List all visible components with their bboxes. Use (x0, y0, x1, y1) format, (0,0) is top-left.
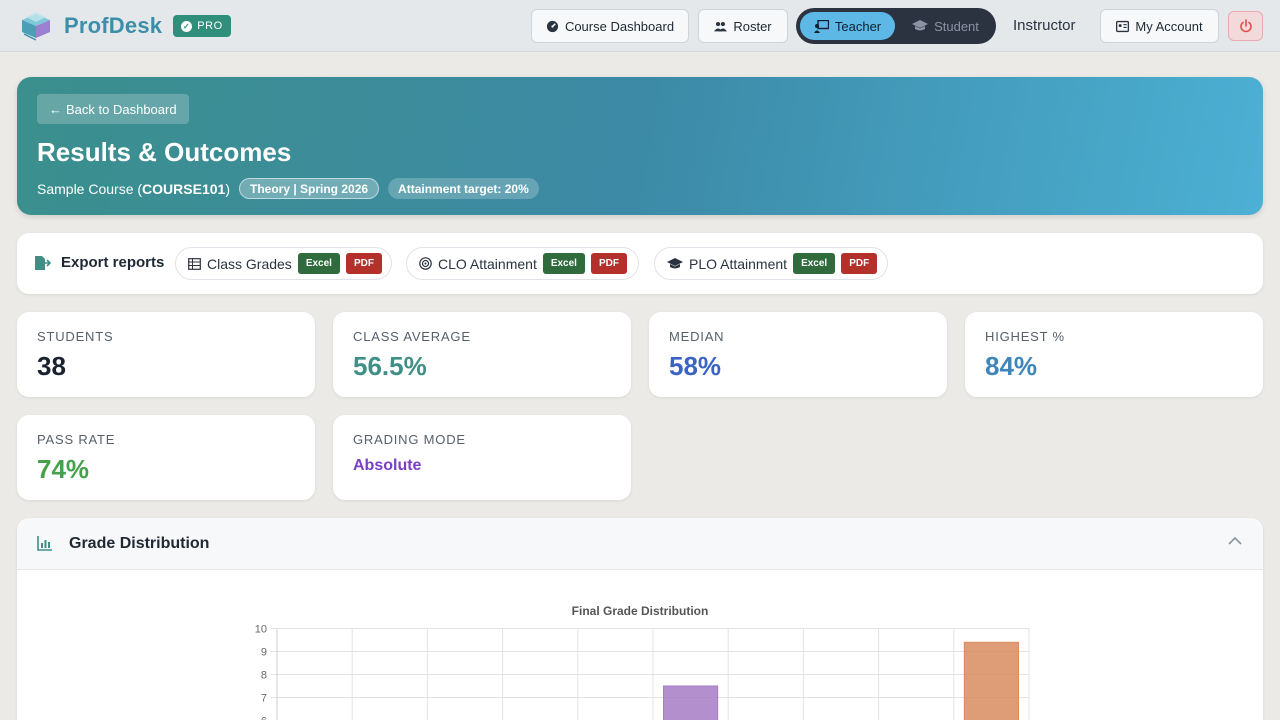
back-label: Back to Dashboard (66, 101, 177, 117)
course-code: COURSE101 (142, 180, 226, 197)
stat-label: HIGHEST % (985, 329, 1065, 344)
arrow-left-icon: ← (49, 101, 62, 117)
clo-attainment-label: CLO Attainment (438, 255, 537, 272)
teacher-label: Teacher (834, 18, 882, 34)
course-prefix: Sample Course ( (37, 180, 143, 197)
role-toggle: Teacher Student (796, 8, 996, 44)
results-header-banner: ← Back to Dashboard Results & Outcomes S… (17, 77, 1263, 215)
my-account-button[interactable]: My Account (1100, 9, 1219, 43)
roster-button[interactable]: Roster (698, 9, 788, 43)
graduation-cap-icon (912, 20, 929, 31)
export-reports-heading: Export reports (34, 254, 164, 271)
chart-title: Final Grade Distribution (572, 604, 709, 618)
id-card-icon (1116, 20, 1130, 32)
brand[interactable]: ProfDesk ✓ PRO (18, 10, 231, 42)
stat-label: CLASS AVERAGE (353, 329, 471, 344)
export-reports-label: Export reports (61, 254, 165, 271)
stat-card-students: STUDENTS 38 (17, 312, 315, 397)
stat-value: Absolute (353, 457, 422, 474)
clo-attainment-pdf-button[interactable]: PDF (590, 253, 627, 274)
check-circle-icon: ✓ (181, 20, 193, 32)
my-account-label: My Account (1135, 18, 1203, 34)
stat-value: 58% (669, 351, 722, 381)
stat-value: 84% (985, 351, 1038, 381)
stat-label: PASS RATE (37, 432, 116, 447)
clo-attainment-excel-button[interactable]: Excel (542, 253, 585, 274)
chart-bar[interactable] (963, 641, 1019, 720)
class-grades-export: Class Grades Excel PDF (175, 247, 392, 280)
page-title: Results & Outcomes (37, 137, 292, 167)
stat-card-class-average: CLASS AVERAGE 56.5% (333, 312, 631, 397)
grade-distribution-chart: Final Grade Distribution 10 9 8 7 6 (255, 604, 1030, 720)
course-dashboard-label: Course Dashboard (564, 18, 675, 34)
top-navbar: ProfDesk ✓ PRO Course Dashboard Roster T… (0, 0, 1280, 52)
table-icon (188, 257, 201, 270)
chart-y-tick-label: 6 (261, 716, 267, 720)
stat-value: 74% (37, 454, 90, 484)
user-role-label: Instructor (1013, 17, 1076, 34)
chart-y-tick-label: 7 (261, 693, 267, 705)
gauge-icon (546, 20, 559, 32)
export-reports-bar: Export reports Class Grades Excel PDF CL… (17, 233, 1263, 294)
plo-attainment-export: PLO Attainment Excel PDF (654, 247, 888, 280)
class-grades-pdf-button[interactable]: PDF (345, 253, 382, 274)
chart-y-ticks: 10 9 8 7 6 (255, 624, 267, 720)
pro-badge: ✓ PRO (173, 15, 231, 37)
grade-distribution-header[interactable]: Grade Distribution (17, 518, 1263, 570)
stat-card-highest: HIGHEST % 84% (965, 312, 1263, 397)
chevron-up-icon[interactable] (1227, 536, 1243, 546)
course-suffix: ) (225, 180, 230, 197)
chart-grid (271, 628, 1030, 720)
chart-y-tick-label: 10 (255, 624, 267, 636)
clo-attainment-export: CLO Attainment Excel PDF (406, 247, 639, 280)
back-to-dashboard-button[interactable]: ← Back to Dashboard (37, 94, 189, 124)
logout-button[interactable] (1228, 11, 1263, 41)
chalkboard-teacher-icon (813, 19, 829, 33)
stat-label: GRADING MODE (353, 432, 466, 447)
teacher-role-button[interactable]: Teacher (800, 12, 895, 40)
users-icon (714, 21, 728, 31)
chart-y-tick-label: 9 (261, 647, 267, 659)
bar-chart-icon (37, 536, 52, 551)
target-icon (419, 257, 432, 270)
stat-label: STUDENTS (37, 329, 114, 344)
stat-card-pass-rate: PASS RATE 74% (17, 415, 315, 500)
class-grades-label: Class Grades (207, 255, 292, 272)
student-label: Student (934, 18, 979, 34)
panel-title: Grade Distribution (69, 535, 210, 552)
chart-bar[interactable] (663, 685, 719, 720)
graduation-cap-icon (667, 257, 683, 268)
chart-y-tick-label: 8 (261, 670, 267, 682)
grade-distribution-panel: Grade Distribution Final Grade Distribut… (17, 518, 1263, 720)
stat-card-grading-mode: GRADING MODE Absolute (333, 415, 631, 500)
file-export-icon (35, 255, 51, 270)
course-dashboard-button[interactable]: Course Dashboard (531, 9, 689, 43)
brand-name: ProfDesk (64, 13, 163, 38)
student-role-button[interactable]: Student (899, 12, 992, 40)
chart-bars (663, 641, 1019, 720)
pro-label: PRO (197, 20, 223, 32)
stat-value: 56.5% (353, 351, 427, 381)
plo-attainment-pdf-button[interactable]: PDF (841, 253, 878, 274)
course-info: Sample Course (COURSE101) Theory | Sprin… (37, 178, 539, 199)
stat-value: 38 (37, 351, 66, 381)
term-badge: Theory | Spring 2026 (238, 178, 380, 199)
book-stack-logo-icon (22, 12, 50, 41)
plo-attainment-label: PLO Attainment (689, 255, 788, 272)
attainment-target-badge: Attainment target: 20% (388, 178, 539, 199)
roster-label: Roster (733, 18, 772, 34)
stat-label: MEDIAN (669, 329, 725, 344)
power-icon (1239, 19, 1252, 33)
plo-attainment-excel-button[interactable]: Excel (793, 253, 836, 274)
stat-card-median: MEDIAN 58% (649, 312, 947, 397)
class-grades-excel-button[interactable]: Excel (297, 253, 340, 274)
